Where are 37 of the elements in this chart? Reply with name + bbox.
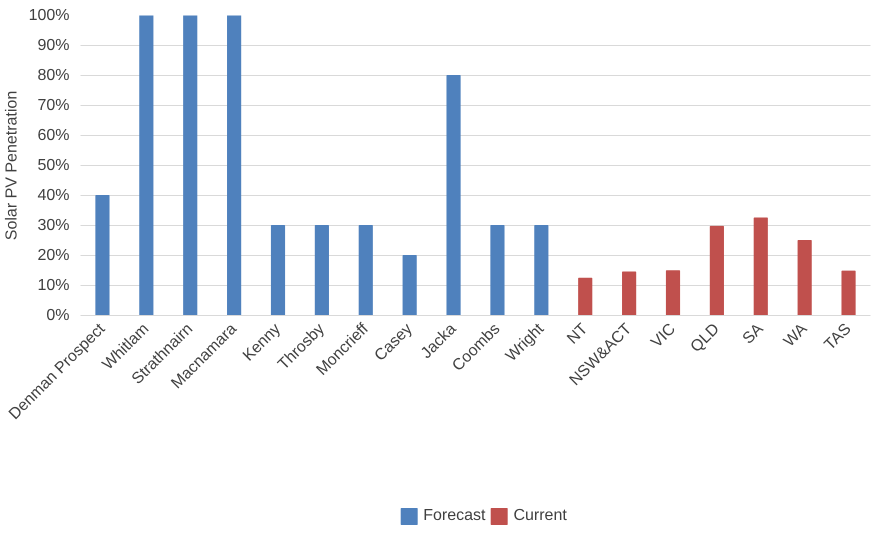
bar xyxy=(227,16,242,316)
bar xyxy=(578,278,592,316)
bar xyxy=(183,16,198,316)
y-axis-title: Solar PV Penetration xyxy=(4,90,21,240)
bar xyxy=(314,225,329,316)
x-tick-label: SA xyxy=(740,320,768,348)
y-tick-label: 30% xyxy=(37,217,70,234)
x-tick-label: WA xyxy=(780,320,811,350)
bar xyxy=(622,272,636,316)
bar xyxy=(95,195,110,316)
y-tick-label: 0% xyxy=(46,307,70,324)
bar xyxy=(798,240,812,316)
y-tick-label: 100% xyxy=(28,7,70,24)
y-tick-label: 60% xyxy=(37,127,70,144)
bar xyxy=(139,16,154,316)
bar xyxy=(358,225,373,316)
x-tick-label: VIC xyxy=(648,320,680,352)
bar xyxy=(534,225,548,316)
legend-label: Forecast xyxy=(423,507,486,525)
y-tick-label: 90% xyxy=(37,37,70,54)
bar xyxy=(402,255,417,316)
y-tick-label: 50% xyxy=(37,157,70,174)
legend-label: Current xyxy=(513,507,567,525)
x-tick-label: TAS xyxy=(821,320,855,354)
y-tick-label: 80% xyxy=(37,67,70,84)
bar xyxy=(490,225,505,316)
y-tick-label: 40% xyxy=(37,187,70,204)
bar xyxy=(710,226,724,316)
x-tick-label: QLD xyxy=(688,320,723,356)
bar xyxy=(666,270,680,316)
bar xyxy=(754,218,768,316)
bar xyxy=(270,225,286,316)
y-tick-label: 20% xyxy=(37,247,70,264)
bar xyxy=(446,75,461,316)
bar xyxy=(841,270,856,316)
y-tick-label: 70% xyxy=(37,97,70,114)
y-tick-label: 10% xyxy=(37,277,70,294)
